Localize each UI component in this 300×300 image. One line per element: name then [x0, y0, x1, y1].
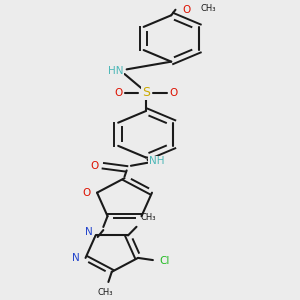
Text: CH₃: CH₃ — [200, 4, 216, 13]
Text: Cl: Cl — [160, 256, 170, 266]
Text: HN: HN — [108, 66, 124, 76]
Text: O: O — [82, 188, 91, 198]
Text: N: N — [72, 253, 80, 263]
Text: NH: NH — [148, 156, 164, 166]
Text: O: O — [91, 161, 99, 171]
Text: CH₃: CH₃ — [98, 288, 113, 297]
Text: N: N — [85, 227, 93, 237]
Text: CH₃: CH₃ — [141, 213, 156, 222]
Text: O: O — [182, 5, 190, 15]
Text: O: O — [169, 88, 178, 98]
Text: S: S — [142, 86, 150, 99]
Text: O: O — [114, 88, 122, 98]
